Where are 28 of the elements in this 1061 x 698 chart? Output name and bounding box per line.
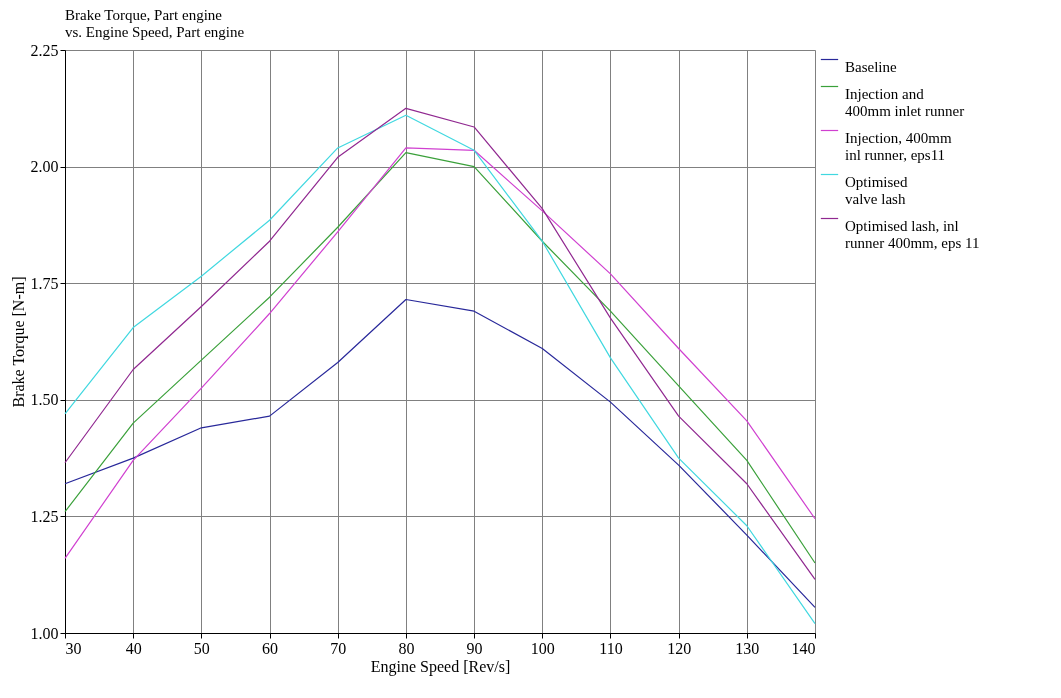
line-series xyxy=(64,298,816,608)
y-tick-label: 1.75 xyxy=(30,274,59,292)
x-tick-label: 90 xyxy=(466,639,483,657)
text: vs. Engine Speed, Part engine xyxy=(65,24,245,40)
y-axis-title: Brake Torque [N-m] xyxy=(9,276,28,408)
x-tick-label: 40 xyxy=(125,639,142,657)
x-tick-label: 130 xyxy=(735,639,760,657)
legend-label: Baseline xyxy=(845,58,897,75)
legend-label: Injection and 400mm inlet runner xyxy=(845,85,965,119)
x-tick-label: 80 xyxy=(398,639,415,657)
text: Brake Torque, Part engine xyxy=(65,7,222,23)
x-tick-label: 140 xyxy=(791,639,816,657)
x-tick-label: 30 xyxy=(65,639,82,657)
x-axis-title: Engine Speed [Rev/s] xyxy=(370,657,511,676)
legend-label: Injection, 400mm inl runner, eps11 xyxy=(845,129,952,163)
y-tick-label: 2.25 xyxy=(30,41,59,59)
x-tick-label: 120 xyxy=(667,639,692,657)
legend-label: Optimised valve lash xyxy=(845,173,908,207)
y-tick-label: 1.00 xyxy=(30,624,59,642)
x-tick-label: 70 xyxy=(330,639,347,657)
legend-label: Optimised lash, inl runner 400mm, eps 11 xyxy=(845,217,980,251)
x-tick-label: 50 xyxy=(193,639,210,657)
y-tick-label: 1.25 xyxy=(30,507,59,525)
x-tick-label: 100 xyxy=(530,639,555,657)
y-tick-label: 1.50 xyxy=(30,391,59,409)
x-tick-label: 110 xyxy=(599,639,623,657)
x-tick-label: 60 xyxy=(262,639,279,657)
y-tick-label: 2.00 xyxy=(30,158,59,176)
